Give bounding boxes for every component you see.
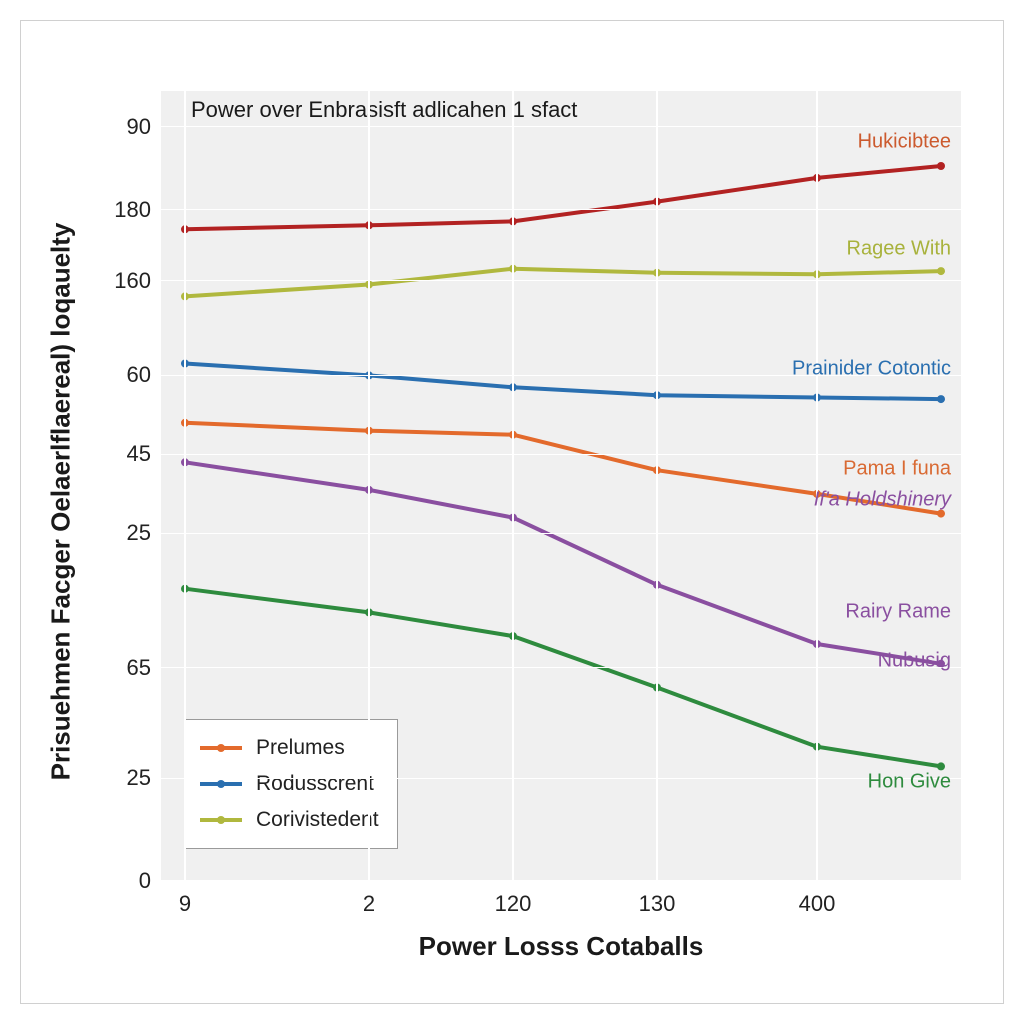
y-tick-label: 25: [127, 765, 151, 791]
grid-line-v: [184, 91, 186, 881]
grid-line-h: [161, 667, 961, 669]
y-tick-label: 25: [127, 520, 151, 546]
plot-area: Power over Enbrasisft adlicahen 1 sfact …: [161, 91, 961, 881]
legend-box: Prelumes Rodusscrent Corivistedent: [185, 719, 398, 849]
grid-line-h: [161, 533, 961, 535]
legend-item: Corivistedent: [200, 802, 379, 838]
grid-line-v: [368, 91, 370, 881]
x-tick-label: 9: [179, 891, 191, 917]
series-end-label: Prainider Cotontic: [792, 358, 951, 381]
legend-swatch: [200, 818, 242, 822]
grid-line-v: [656, 91, 658, 881]
legend-swatch: [200, 746, 242, 750]
grid-line-h: [161, 454, 961, 456]
legend-item: Rodusscrent: [200, 766, 379, 802]
x-tick-label: 2: [363, 891, 375, 917]
x-tick-label: 120: [495, 891, 532, 917]
series-marker: [937, 162, 945, 170]
legend-label: Rodusscrent: [256, 772, 374, 796]
legend-label: Prelumes: [256, 736, 345, 760]
series-line: [185, 166, 941, 229]
x-tick-label: 400: [799, 891, 836, 917]
x-tick-label: 130: [639, 891, 676, 917]
series-marker: [937, 267, 945, 275]
series-end-label: Hon Give: [868, 771, 951, 794]
y-tick-label: 60: [127, 362, 151, 388]
y-tick-label: 180: [114, 197, 151, 223]
grid-line-h: [161, 778, 961, 780]
series-end-label: Nubusig: [878, 650, 951, 673]
series-end-label: Rairy Rame: [845, 601, 951, 624]
legend-label: Corivistedent: [256, 808, 379, 832]
grid-line-h: [161, 280, 961, 282]
legend-item: Prelumes: [200, 730, 379, 766]
y-tick-label: 65: [127, 655, 151, 681]
y-tick-label: 90: [127, 114, 151, 140]
series-end-label: Ragee With: [847, 238, 952, 261]
series-marker: [937, 395, 945, 403]
series-line: [185, 269, 941, 297]
series-marker: [937, 762, 945, 770]
series-end-label: Hukicibtee: [858, 131, 951, 154]
x-axis-title: Power Losss Cotaballs: [419, 931, 704, 962]
chart-frame: Power over Enbrasisft adlicahen 1 sfact …: [20, 20, 1004, 1004]
grid-line-v: [816, 91, 818, 881]
series-end-label: Pama I funa: [843, 457, 951, 480]
y-tick-label: 160: [114, 268, 151, 294]
y-tick-label: 0: [139, 868, 151, 894]
y-tick-label: 45: [127, 441, 151, 467]
legend-swatch: [200, 782, 242, 786]
grid-line-h: [161, 126, 961, 128]
grid-line-v: [512, 91, 514, 881]
series-end-label: If'a Holdshinery: [814, 489, 951, 512]
grid-line-h: [161, 880, 961, 882]
grid-line-h: [161, 209, 961, 211]
y-axis-title: Prisuehmen Facger Oelaerlflaereal) loqau…: [46, 223, 77, 781]
